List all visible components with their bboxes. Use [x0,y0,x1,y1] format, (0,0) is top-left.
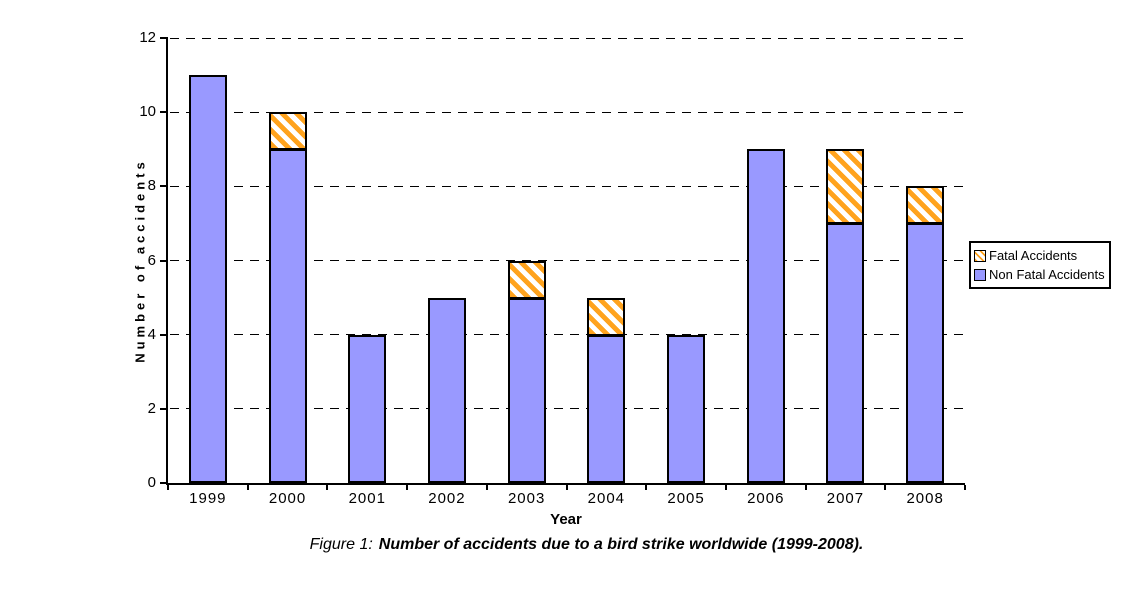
bar-segment-non-fatal [507,297,546,483]
y-axis-tick [160,37,168,39]
x-axis-tick [964,485,966,490]
x-tick-label: 1999 [189,490,227,507]
gridline [170,111,965,113]
y-axis-line [166,38,168,485]
non-fatal-accidents-swatch-icon [974,268,986,281]
y-tick-label: 8 [147,177,156,195]
bar-segment-fatal [268,112,307,151]
bar-segment-non-fatal [826,223,865,483]
y-tick-label: 12 [139,29,156,46]
bar-segment-non-fatal [667,334,706,483]
bar-segment-non-fatal [427,297,466,483]
gridline [170,185,965,187]
bar-segment-non-fatal [746,149,785,483]
x-tick-label: 2008 [906,490,944,507]
legend: Fatal Accidents Non Fatal Accidents [969,241,1111,289]
bar-segment-non-fatal [348,334,387,483]
x-axis-tick [884,485,887,490]
x-tick-label: 2004 [587,490,626,507]
bar-segment-fatal [587,297,626,336]
legend-item-non-fatal: Non Fatal Accidents [974,265,1105,284]
x-axis-tick [406,485,409,490]
bar-segment-non-fatal [268,149,307,483]
legend-label-non-fatal: Non Fatal Accidents [989,267,1105,282]
x-axis-tick [246,485,249,490]
x-tick-label: 2000 [268,490,307,507]
x-axis-tick [724,485,727,490]
legend-item-fatal: Fatal Accidents [974,246,1105,265]
x-tick-label: 2006 [747,490,785,507]
gridline [170,334,965,336]
bar-segment-fatal [507,260,546,299]
gridline [170,260,965,261]
bar-segment-fatal [826,149,865,225]
x-axis-tick [167,485,169,490]
y-axis-tick [160,333,168,336]
x-axis-line [166,483,965,485]
bar-segment-non-fatal [906,223,945,483]
bar-segment-non-fatal [587,334,626,483]
x-tick-label: 2005 [667,490,705,507]
gridline [170,37,965,39]
x-axis-title: Year [550,511,582,528]
fatal-accidents-swatch-icon [974,249,986,262]
figure-caption-prefix: Figure 1: [309,536,373,553]
x-tick-label: 2002 [428,490,466,507]
y-tick-label: 10 [139,103,156,121]
y-axis-tick [160,482,168,484]
y-axis-tick [160,185,168,188]
figure-caption-text: Number of accidents due to a bird strike… [378,536,864,553]
bar-segment-fatal [906,186,945,225]
figure-caption: Figure 1: Number of accidents due to a bi… [0,536,1125,554]
bar-segment-non-fatal [188,75,227,483]
y-tick-label: 0 [147,474,156,491]
x-axis-tick [645,485,648,490]
x-tick-label: 2007 [826,490,865,507]
x-tick-label: 2003 [507,490,546,507]
y-axis-tick [160,259,168,262]
y-tick-label: 2 [147,399,156,417]
gridline [170,408,965,410]
y-axis-tick [160,407,168,410]
x-axis-tick [565,485,568,490]
x-tick-label: 2001 [348,490,386,507]
x-axis-tick [804,485,807,490]
x-axis-tick [326,485,329,490]
legend-label-fatal: Fatal Accidents [989,248,1078,263]
y-axis-tick [160,111,168,114]
y-tick-label: 6 [147,251,156,269]
x-axis-tick [485,485,488,490]
y-axis-title: Number of accidents [132,158,148,363]
y-tick-label: 4 [147,325,156,343]
